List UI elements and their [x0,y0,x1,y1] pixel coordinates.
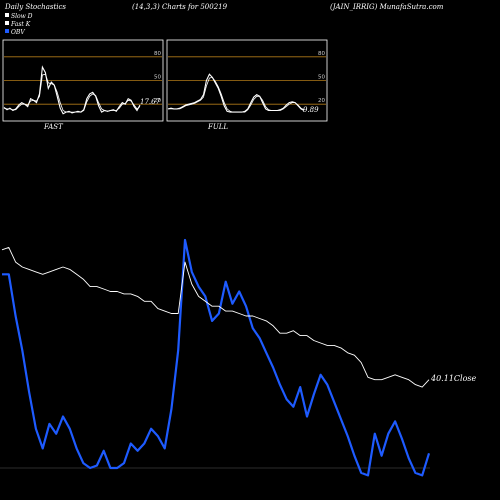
full-level-tick-80: 80 [318,51,325,57]
legend-swatch-slow-d [5,13,9,17]
main-series-lines [1,238,431,477]
fast-series-line-2 [3,73,141,113]
obv-series-line [2,238,431,477]
full-stochastic-panel: 20 50 80 9.89 FULL [166,39,328,131]
header-middle: (14,3,3) Charts for 500219 [132,3,228,11]
header-left: Daily Stochastics [4,3,66,11]
close-series-line [1,246,430,388]
full-series-line-2 [168,76,305,113]
fast-value-label: 17.67 [140,98,161,106]
fast-stochastic-panel: 20 50 80 17.67 FAST [2,39,164,131]
full-level-lines: 20 50 80 [168,51,326,105]
fast-level-tick-20: 20 [154,98,161,104]
full-value-label: 9.89 [303,106,319,114]
legend-label-slow-d: Slow D [11,13,33,20]
full-level-tick-20: 20 [318,98,325,104]
obv-close-chart: 40.11Close [0,238,477,477]
header-right: (JAIN_IRRIG) MunafaSutra.com [330,3,444,11]
fast-panel-title: FAST [43,123,64,131]
fast-series-lines [3,65,141,115]
legend: Slow D Fast K OBV [5,13,33,36]
legend-label-fast-k: Fast K [10,21,31,28]
full-panel-title: FULL [207,123,228,131]
legend-swatch-fast-k [5,21,9,25]
full-level-tick-50: 50 [318,75,325,81]
fast-level-tick-50: 50 [154,75,161,81]
full-series-lines [167,73,305,113]
legend-label-obv: OBV [11,29,25,36]
legend-swatch-obv [5,29,9,33]
fast-level-tick-80: 80 [154,51,161,57]
fast-level-lines: 20 50 80 [4,51,162,105]
close-value-label: 40.11Close [430,374,477,383]
